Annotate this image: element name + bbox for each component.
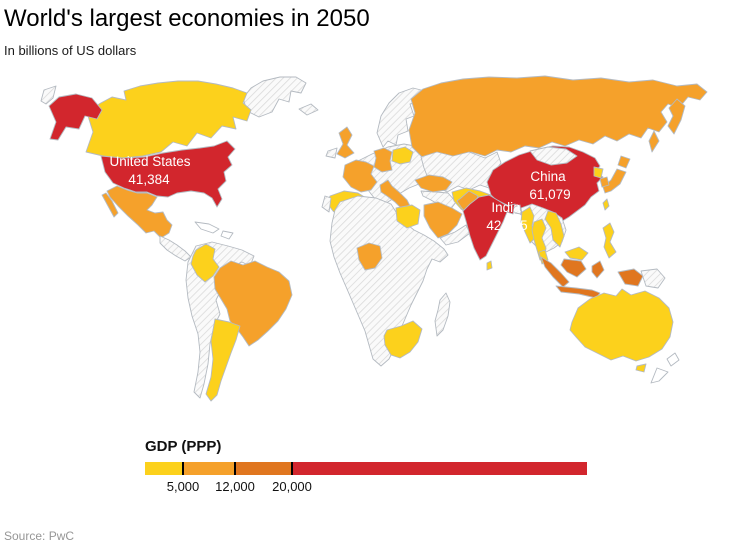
country-bangladesh bbox=[513, 204, 522, 215]
country-canada bbox=[85, 80, 252, 159]
legend-segment-band2 bbox=[183, 462, 235, 475]
country-central-america bbox=[159, 235, 192, 262]
country-indonesia-sulawesi bbox=[591, 260, 605, 279]
country-kamchatka bbox=[667, 98, 686, 135]
label-united-states-name: United States bbox=[109, 154, 190, 169]
country-australia bbox=[569, 288, 674, 362]
country-portugal bbox=[321, 195, 332, 213]
country-papua-new-guinea bbox=[640, 268, 666, 289]
country-hispaniola bbox=[220, 230, 234, 240]
country-indonesia-java bbox=[555, 285, 601, 299]
country-ireland bbox=[325, 147, 338, 159]
country-taiwan bbox=[602, 198, 610, 211]
legend-tick-labels: 5,000 12,000 20,000 bbox=[145, 479, 587, 497]
country-sri-lanka bbox=[486, 260, 493, 271]
country-japan-main bbox=[602, 168, 627, 194]
country-russia bbox=[408, 75, 708, 161]
legend-tick-label-1: 5,000 bbox=[166, 479, 200, 494]
country-japan-north bbox=[617, 155, 631, 169]
country-chukotka bbox=[40, 85, 57, 105]
legend-tick-2 bbox=[234, 462, 236, 475]
country-united-kingdom bbox=[336, 126, 355, 159]
legend-segment-band3 bbox=[235, 462, 292, 475]
country-mongolia bbox=[529, 146, 578, 166]
label-india-value: 42,205 bbox=[486, 218, 527, 233]
label-united-states-value: 41,384 bbox=[128, 172, 170, 187]
country-argentina bbox=[205, 318, 241, 402]
country-alaska bbox=[48, 93, 103, 141]
country-germany bbox=[373, 147, 393, 173]
country-nigeria bbox=[356, 242, 383, 271]
page-title: World's largest economies in 2050 bbox=[4, 5, 370, 32]
country-indonesia-sumatra bbox=[540, 256, 570, 288]
country-saudi-arabia bbox=[423, 201, 463, 239]
country-greenland bbox=[242, 76, 307, 118]
label-india-name: India bbox=[491, 200, 521, 215]
country-poland bbox=[391, 146, 414, 165]
country-turkey bbox=[414, 174, 453, 193]
country-north-korea bbox=[593, 166, 604, 179]
legend-tick-3 bbox=[291, 462, 293, 475]
country-iceland bbox=[298, 103, 319, 116]
country-egypt bbox=[395, 204, 421, 229]
country-indonesia-borneo bbox=[560, 258, 587, 278]
legend: GDP (PPP) 5,000 12,000 20,000 bbox=[145, 438, 587, 497]
legend-segment-band1 bbox=[145, 462, 183, 475]
legend-tick-1 bbox=[182, 462, 184, 475]
legend-tick-label-2: 12,000 bbox=[215, 479, 255, 494]
legend-segment-band4 bbox=[292, 462, 587, 475]
country-vietnam bbox=[544, 210, 565, 248]
country-mexico bbox=[106, 185, 173, 239]
country-tasmania bbox=[635, 363, 647, 373]
country-south-korea bbox=[599, 176, 610, 188]
country-baja bbox=[101, 192, 119, 218]
label-china-name: China bbox=[530, 169, 566, 184]
country-malaysia-borneo bbox=[564, 246, 589, 261]
country-philippines bbox=[602, 222, 617, 259]
country-new-zealand-north bbox=[666, 352, 680, 367]
legend-title: GDP (PPP) bbox=[145, 438, 222, 455]
country-france bbox=[342, 159, 378, 193]
country-sakhalin bbox=[648, 130, 660, 153]
country-madagascar bbox=[434, 292, 451, 337]
source-note: Source: PwC bbox=[4, 529, 75, 543]
country-indonesia-papua bbox=[617, 268, 644, 287]
country-south-africa bbox=[383, 320, 423, 359]
country-new-zealand-south bbox=[650, 367, 669, 384]
country-colombia bbox=[190, 243, 220, 283]
country-cuba bbox=[194, 221, 220, 234]
country-india bbox=[462, 194, 516, 261]
legend-tick-label-3: 20,000 bbox=[272, 479, 312, 494]
legend-color-bar bbox=[145, 462, 587, 475]
country-united-states bbox=[100, 140, 236, 208]
page-subtitle: In billions of US dollars bbox=[4, 43, 137, 58]
label-china-value: 61,079 bbox=[529, 187, 570, 202]
